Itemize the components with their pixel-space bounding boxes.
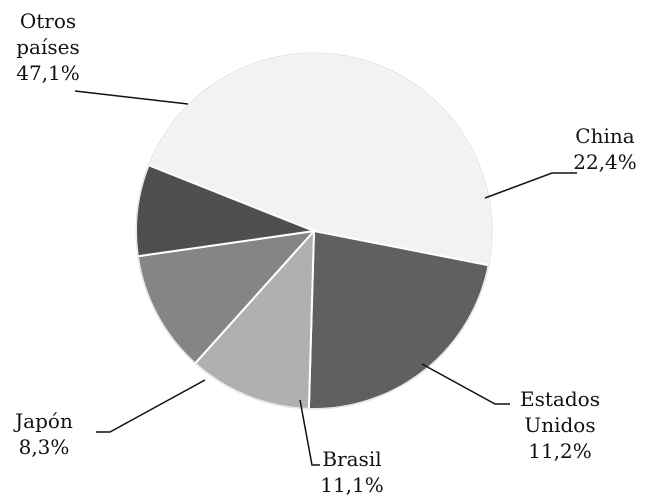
slice-value-label-4: 8,3% <box>19 435 70 459</box>
slice-name-line-3-0: Brasil <box>322 447 381 471</box>
slice-value-label-0: 47,1% <box>16 61 80 85</box>
slices-layer <box>135 52 494 410</box>
leader-line-3 <box>299 399 320 466</box>
slice-name-line-0-0: Otros <box>20 9 76 33</box>
slice-name-line-2-0: Estados <box>520 387 600 411</box>
slice-label-2: Estados Unidos 11,2% <box>520 387 600 463</box>
slice-label-4: Japón 8,3% <box>13 409 73 459</box>
slice-label-0: Otros países 47,1% <box>16 9 80 85</box>
slice-name-line-4-0: Japón <box>13 409 73 433</box>
leader-line-4 <box>96 379 206 433</box>
leader-lines-layer <box>74 90 577 466</box>
slice-value-label-1: 22,4% <box>573 150 637 174</box>
leader-line-1 <box>484 172 577 199</box>
slice-value-label-2: 11,2% <box>528 439 592 463</box>
slice-name-line-0-1: países <box>16 35 80 59</box>
slice-name-line-1-0: China <box>575 124 634 148</box>
pie-outline <box>135 52 493 410</box>
slice-name-line-2-1: Unidos <box>524 413 595 437</box>
slice-value-label-3: 11,1% <box>320 473 384 497</box>
data-labels-layer: Otros países 47,1%China 22,4%Estados Unidos 1… <box>13 9 637 497</box>
slice-label-3: Brasil 11,1% <box>320 447 384 497</box>
leader-line-2 <box>421 363 510 405</box>
leader-line-0 <box>74 90 189 105</box>
slice-label-1: China 22,4% <box>573 124 637 174</box>
